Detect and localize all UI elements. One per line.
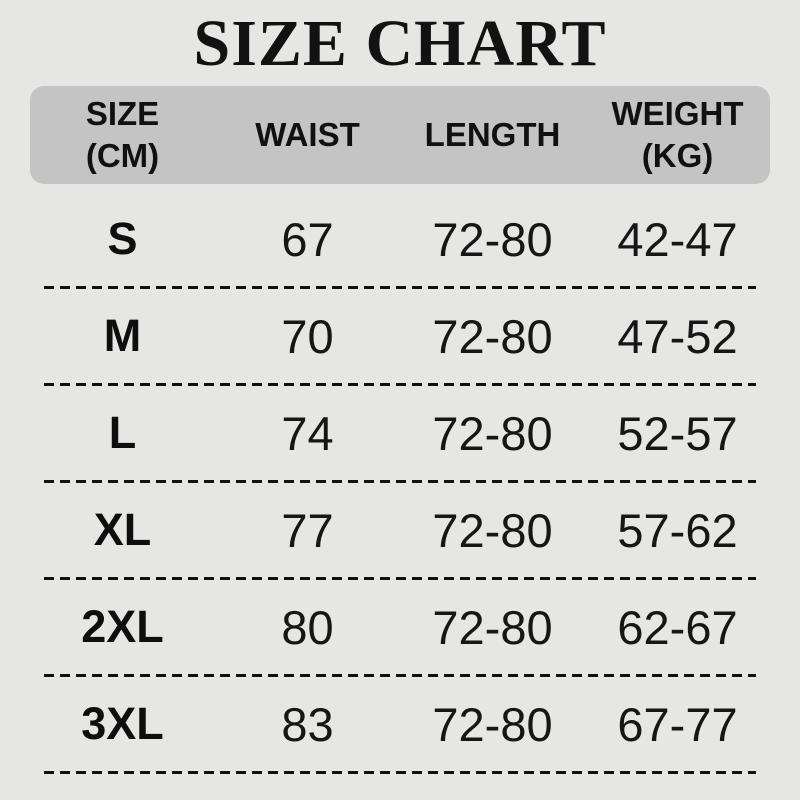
header-waist-label: WAIST <box>255 116 360 153</box>
row-divider <box>44 480 756 483</box>
header-length-label: LENGTH <box>424 116 561 153</box>
header-cell-waist: WAIST <box>215 114 400 156</box>
row-divider <box>44 674 756 677</box>
weight-cell: 52-57 <box>617 406 738 460</box>
header-cell-size: SIZE (CM) <box>30 93 215 177</box>
header-weight-line2: (KG) <box>641 137 714 174</box>
size-cell: 2XL <box>81 601 164 652</box>
table-row: 3XL 83 72-80 67-77 <box>30 677 770 771</box>
weight-cell: 57-62 <box>617 503 738 557</box>
size-cell: XL <box>93 504 152 555</box>
table-header: SIZE (CM) WAIST LENGTH WEIGHT (KG) <box>30 86 770 184</box>
length-cell: 72-80 <box>432 503 553 557</box>
length-cell: 72-80 <box>432 600 553 654</box>
waist-cell: 77 <box>281 503 334 557</box>
waist-cell: 83 <box>281 697 334 751</box>
waist-cell: 70 <box>281 309 334 363</box>
size-cell: M <box>103 310 142 361</box>
row-divider <box>44 771 756 774</box>
waist-cell: 67 <box>281 212 334 266</box>
row-divider <box>44 577 756 580</box>
header-cell-weight: WEIGHT (KG) <box>585 93 770 177</box>
row-divider <box>44 286 756 289</box>
length-cell: 72-80 <box>432 697 553 751</box>
table-row: L 74 72-80 52-57 <box>30 386 770 480</box>
size-cell: 3XL <box>81 698 164 749</box>
weight-cell: 42-47 <box>617 212 738 266</box>
size-cell: S <box>107 213 138 264</box>
page-title: SIZE CHART <box>193 7 607 80</box>
table-row: XL 77 72-80 57-62 <box>30 483 770 577</box>
row-divider <box>44 383 756 386</box>
table-row: 2XL 80 72-80 62-67 <box>30 580 770 674</box>
size-cell: L <box>108 407 137 458</box>
header-size-line1: SIZE <box>85 95 160 132</box>
weight-cell: 67-77 <box>617 697 738 751</box>
table-row: S 67 72-80 42-47 <box>30 192 770 286</box>
header-weight-line1: WEIGHT <box>611 95 744 132</box>
length-cell: 72-80 <box>432 309 553 363</box>
waist-cell: 80 <box>281 600 334 654</box>
weight-cell: 62-67 <box>617 600 738 654</box>
waist-cell: 74 <box>281 406 334 460</box>
header-size-line2: (CM) <box>85 137 160 174</box>
length-cell: 72-80 <box>432 212 553 266</box>
table-row: M 70 72-80 47-52 <box>30 289 770 383</box>
size-chart-table: S 67 72-80 42-47 M 70 72-80 47-52 L 74 7… <box>30 184 770 774</box>
length-cell: 72-80 <box>432 406 553 460</box>
header-cell-length: LENGTH <box>400 114 585 156</box>
weight-cell: 47-52 <box>617 309 738 363</box>
